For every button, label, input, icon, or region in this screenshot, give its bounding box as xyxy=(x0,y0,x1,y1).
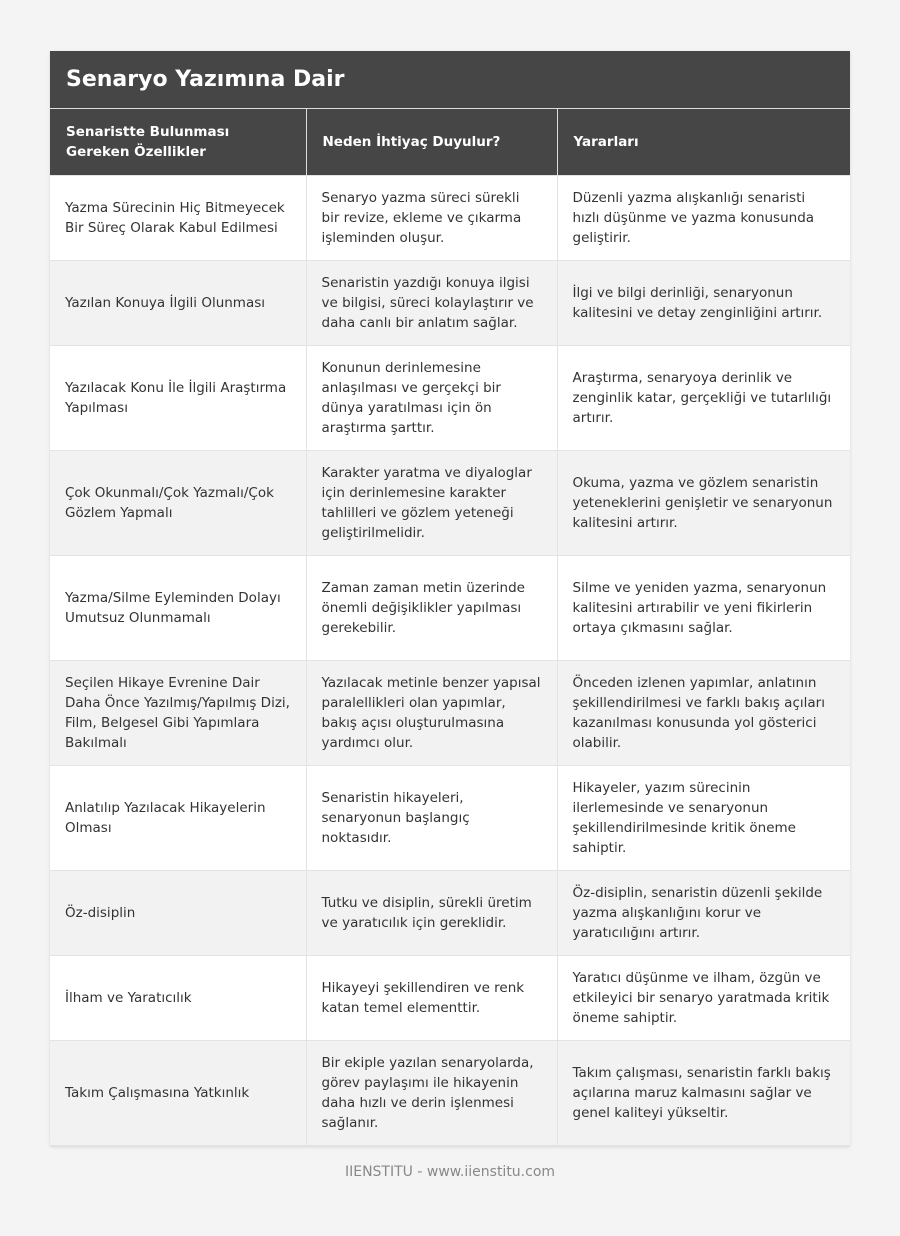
reason-cell: Bir ekiple yazılan senaryolarda, görev p… xyxy=(305,1040,558,1146)
benefit-cell: Öz-disiplin, senaristin düzenli şekilde … xyxy=(556,870,850,956)
table-card: Senaryo Yazımına Dair Senaristte Bulunma… xyxy=(50,51,850,1146)
table-row: Seçilen Hikaye Evrenine Dair Daha Önce Y… xyxy=(50,660,850,766)
column-header: Neden İhtiyaç Duyulur? xyxy=(305,108,557,176)
benefit-cell: Okuma, yazma ve gözlem senaristin yetene… xyxy=(556,450,850,556)
benefit-cell: Takım çalışması, senaristin farklı bakış… xyxy=(556,1040,850,1146)
table-row: Yazma Sürecinin Hiç Bitmeyecek Bir Süreç… xyxy=(50,175,850,261)
feature-cell: Çok Okunmalı/Çok Yazmalı/Çok Gözlem Yapm… xyxy=(50,450,307,556)
reason-cell: Senaryo yazma süreci sürekli bir revize,… xyxy=(305,175,558,261)
reason-cell: Konunun derinlemesine anlaşılması ve ger… xyxy=(305,345,558,451)
feature-cell: İlham ve Yaratıcılık xyxy=(50,955,307,1041)
benefit-cell: Hikayeler, yazım sürecinin ilerlemesinde… xyxy=(556,765,850,871)
benefit-cell: İlgi ve bilgi derinliği, senaryonun kali… xyxy=(556,260,850,346)
feature-cell: Anlatılıp Yazılacak Hikayelerin Olması xyxy=(50,765,307,871)
table-row: İlham ve Yaratıcılık Hikayeyi şekillendir… xyxy=(50,955,850,1041)
reason-cell: Karakter yaratma ve diyaloglar için deri… xyxy=(305,450,558,556)
column-header: Senaristte Bulunması Gereken Özellikler xyxy=(50,108,306,176)
data-table: Senaristte Bulunması Gereken Özellikler … xyxy=(50,108,850,1146)
reason-cell: Senaristin yazdığı konuya ilgisi ve bilg… xyxy=(305,260,558,346)
feature-cell: Yazma Sürecinin Hiç Bitmeyecek Bir Süreç… xyxy=(50,175,307,261)
table-row: Yazma/Silme Eyleminden Dolayı Umutsuz Ol… xyxy=(50,555,850,661)
feature-cell: Takım Çalışmasına Yatkınlık xyxy=(50,1040,307,1146)
reason-cell: Zaman zaman metin üzerinde önemli değişi… xyxy=(305,555,558,661)
feature-cell: Yazılacak Konu İle İlgili Araştırma Yapı… xyxy=(50,345,307,451)
header-row: Senaristte Bulunması Gereken Özellikler … xyxy=(50,108,850,176)
table-row: Takım Çalışmasına Yatkınlık Bir ekiple ya… xyxy=(50,1040,850,1146)
column-header: Yararları xyxy=(556,108,850,176)
table-row: Öz-disiplin Tutku ve disiplin, sürekli ür… xyxy=(50,870,850,956)
reason-cell: Hikayeyi şekillendiren ve renk katan tem… xyxy=(305,955,558,1041)
table-title: Senaryo Yazımına Dair xyxy=(50,51,850,108)
table-row: Anlatılıp Yazılacak Hikayelerin Olması Se… xyxy=(50,765,850,871)
table-row: Çok Okunmalı/Çok Yazmalı/Çok Gözlem Yapm… xyxy=(50,450,850,556)
reason-cell: Yazılacak metinle benzer yapısal paralel… xyxy=(305,660,558,766)
feature-cell: Yazma/Silme Eyleminden Dolayı Umutsuz Ol… xyxy=(50,555,307,661)
footer-credit: IIENSTITU - www.iienstitu.com xyxy=(344,1164,556,1180)
feature-cell: Yazılan Konuya İlgili Olunması xyxy=(50,260,307,346)
reason-cell: Senaristin hikayeleri, senaryonun başlan… xyxy=(305,765,558,871)
table-row: Yazılan Konuya İlgili Olunması Senaristin… xyxy=(50,260,850,346)
benefit-cell: Araştırma, senaryoya derinlik ve zenginl… xyxy=(556,345,850,451)
reason-cell: Tutku ve disiplin, sürekli üretim ve yar… xyxy=(305,870,558,956)
benefit-cell: Silme ve yeniden yazma, senaryonun kalit… xyxy=(556,555,850,661)
benefit-cell: Yaratıcı düşünme ve ilham, özgün ve etki… xyxy=(556,955,850,1041)
table-row: Yazılacak Konu İle İlgili Araştırma Yapı… xyxy=(50,345,850,451)
benefit-cell: Önceden izlenen yapımlar, anlatının şeki… xyxy=(556,660,850,766)
benefit-cell: Düzenli yazma alışkanlığı senaristi hızl… xyxy=(556,175,850,261)
feature-cell: Öz-disiplin xyxy=(50,870,307,956)
feature-cell: Seçilen Hikaye Evrenine Dair Daha Önce Y… xyxy=(50,660,307,766)
